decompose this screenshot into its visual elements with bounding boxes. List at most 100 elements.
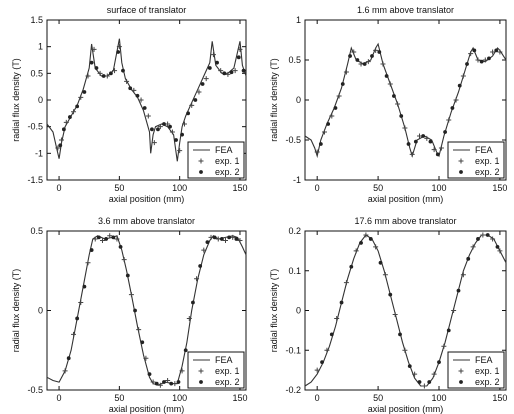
data-point-exp1 xyxy=(189,102,195,108)
data-point-exp1 xyxy=(373,47,379,53)
data-point-exp2 xyxy=(154,381,159,386)
data-point-exp1 xyxy=(460,73,466,79)
data-point-exp2 xyxy=(162,122,166,126)
legend-label: exp. 2 xyxy=(475,167,500,177)
data-point-exp2 xyxy=(111,235,116,240)
data-point-exp1 xyxy=(373,244,379,250)
data-point-exp2 xyxy=(456,288,461,293)
data-point-exp1 xyxy=(314,149,320,155)
data-point-exp2 xyxy=(156,127,160,132)
data-point-exp2 xyxy=(421,134,426,138)
x-tick-label: 150 xyxy=(232,393,247,403)
data-point-exp1 xyxy=(55,145,61,151)
data-point-exp2 xyxy=(318,142,323,146)
data-point-exp1 xyxy=(353,248,359,254)
series-line-fea xyxy=(304,234,507,387)
legend-label: exp. 1 xyxy=(475,366,500,376)
x-tick-label: 50 xyxy=(373,393,383,403)
y-tick-label: 0 xyxy=(296,95,301,105)
data-point-exp2 xyxy=(377,50,382,54)
data-point-exp1 xyxy=(104,73,110,79)
legend-label: FEA xyxy=(215,355,233,365)
legend-label: FEA xyxy=(215,145,233,155)
data-point-exp2 xyxy=(109,71,113,76)
x-tick-label: 100 xyxy=(172,393,187,403)
data-point-exp1 xyxy=(382,272,388,278)
data-point-exp2 xyxy=(398,332,402,337)
data-point-exp2 xyxy=(348,54,352,58)
data-point-exp2 xyxy=(494,48,499,53)
data-point-exp2 xyxy=(174,138,178,142)
data-point-exp2 xyxy=(96,235,101,240)
y-tick-label: -0.1 xyxy=(285,345,301,355)
x-tick-label: 150 xyxy=(492,393,507,403)
y-axis-label: radial flux density (T) xyxy=(11,269,21,353)
data-point-exp1 xyxy=(232,68,238,74)
data-point-exp2 xyxy=(198,264,203,268)
data-point-exp1 xyxy=(78,300,84,306)
data-point-exp1 xyxy=(460,272,466,278)
data-point-exp2 xyxy=(75,316,80,321)
data-point-exp2 xyxy=(333,106,338,110)
data-point-exp1 xyxy=(62,368,68,374)
legend-label: exp. 1 xyxy=(475,156,500,166)
data-point-exp2 xyxy=(487,56,491,61)
x-tick-label: 100 xyxy=(172,183,187,193)
legend-box xyxy=(187,141,245,179)
data-point-exp2 xyxy=(378,260,383,265)
y-axis-label: radial flux density (T) xyxy=(269,58,279,142)
subplot-3: 3.6 mm above translator 0 50 100 150 -0.5 0 0.5… xyxy=(11,216,247,414)
data-point-exp1 xyxy=(497,49,503,55)
data-point-exp1 xyxy=(453,97,459,103)
x-axis-label: axial position (mm) xyxy=(109,194,185,204)
data-point-exp1 xyxy=(71,331,77,337)
data-point-exp2 xyxy=(125,273,130,278)
data-point-exp2 xyxy=(118,245,123,249)
data-point-exp2 xyxy=(229,70,234,75)
data-point-exp1 xyxy=(179,368,185,374)
data-point-exp1 xyxy=(107,233,113,239)
data-point-exp2 xyxy=(437,360,441,365)
data-point-exp1 xyxy=(218,68,224,74)
legend-swatch-exp1 xyxy=(458,368,464,374)
data-point-exp1 xyxy=(157,124,163,130)
data-point-exp1 xyxy=(196,89,202,95)
y-tick-label: -1 xyxy=(293,175,301,185)
legend-swatch-exp2 xyxy=(199,380,203,384)
data-point-exp1 xyxy=(136,327,142,333)
data-point-exp2 xyxy=(413,139,418,144)
data-point-exp1 xyxy=(470,244,476,250)
data-point-exp1 xyxy=(114,236,120,242)
data-point-exp2 xyxy=(150,127,154,132)
y-tick-label: 0.1 xyxy=(288,266,301,276)
legend-label: FEA xyxy=(475,355,493,365)
data-point-exp2 xyxy=(186,111,191,116)
data-point-exp1 xyxy=(210,52,216,58)
data-point-exp2 xyxy=(169,381,174,386)
data-point-exp1 xyxy=(358,61,364,67)
series-line-fea xyxy=(304,42,507,159)
data-point-exp2 xyxy=(121,68,125,73)
data-point-exp1 xyxy=(409,151,415,157)
data-point-exp1 xyxy=(85,260,91,266)
y-tick-label: -0.2 xyxy=(285,385,301,395)
legend-swatch-exp1 xyxy=(458,158,464,164)
data-point-exp2 xyxy=(162,380,166,384)
data-point-exp1 xyxy=(181,121,187,127)
data-point-exp1 xyxy=(225,71,231,77)
data-point-exp1 xyxy=(145,113,151,119)
data-point-exp2 xyxy=(66,356,71,361)
data-point-exp1 xyxy=(151,140,157,146)
data-point-exp2 xyxy=(495,245,500,249)
data-point-exp1 xyxy=(438,145,444,151)
data-point-exp2 xyxy=(399,114,404,118)
y-tick-label: -1 xyxy=(35,148,43,158)
legend-label: exp. 2 xyxy=(215,377,240,387)
data-point-exp1 xyxy=(431,147,437,153)
data-point-exp2 xyxy=(329,332,334,337)
data-point-exp2 xyxy=(222,71,227,76)
data-point-exp2 xyxy=(443,130,447,134)
